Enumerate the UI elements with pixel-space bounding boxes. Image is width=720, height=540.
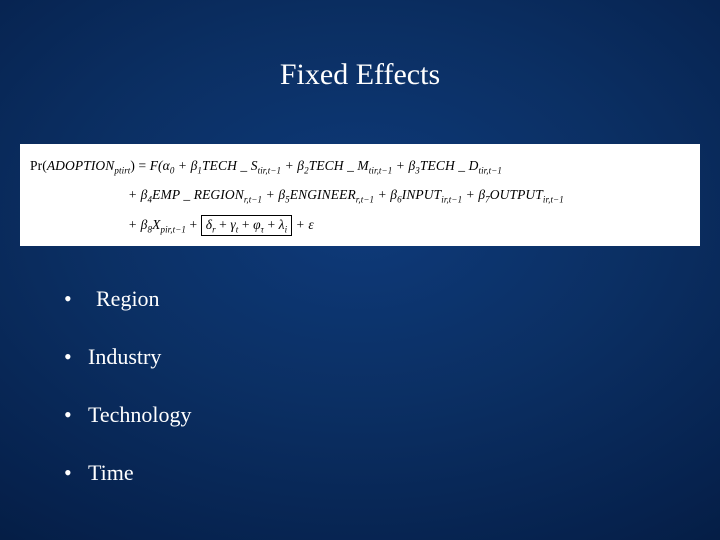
equation-line-2: + β4EMP _ REGIONr,t−1 + β5ENGINEERr,t−1 … (128, 187, 564, 203)
bullet-text: Industry (88, 344, 161, 370)
equation-line-3: + β8Xpir,t−1 + δr + γt + φτ + λi + ε (128, 215, 314, 236)
bullet-marker-icon: • (64, 404, 88, 426)
list-item: • Region (64, 286, 192, 312)
bullet-text: Technology (88, 402, 192, 428)
list-item: • Industry (64, 344, 192, 370)
equation-box: Pr(ADOPTIONptirt) = F(α0 + β1TECH _ Stir… (20, 144, 700, 246)
list-item: • Technology (64, 402, 192, 428)
equation-line-1: Pr(ADOPTIONptirt) = F(α0 + β1TECH _ Stir… (30, 158, 502, 174)
bullet-text: Time (88, 460, 134, 486)
bullet-marker-icon: • (64, 288, 88, 310)
slide-title: Fixed Effects (0, 58, 720, 92)
bullet-marker-icon: • (64, 462, 88, 484)
bullet-marker-icon: • (64, 346, 88, 368)
fixed-effects-boxed-terms: δr + γt + φτ + λi (201, 215, 293, 236)
slide: Fixed Effects Pr(ADOPTIONptirt) = F(α0 +… (0, 0, 720, 540)
bullet-text: Region (96, 286, 160, 312)
bullet-list: • Region • Industry • Technology • Time (64, 286, 192, 518)
list-item: • Time (64, 460, 192, 486)
